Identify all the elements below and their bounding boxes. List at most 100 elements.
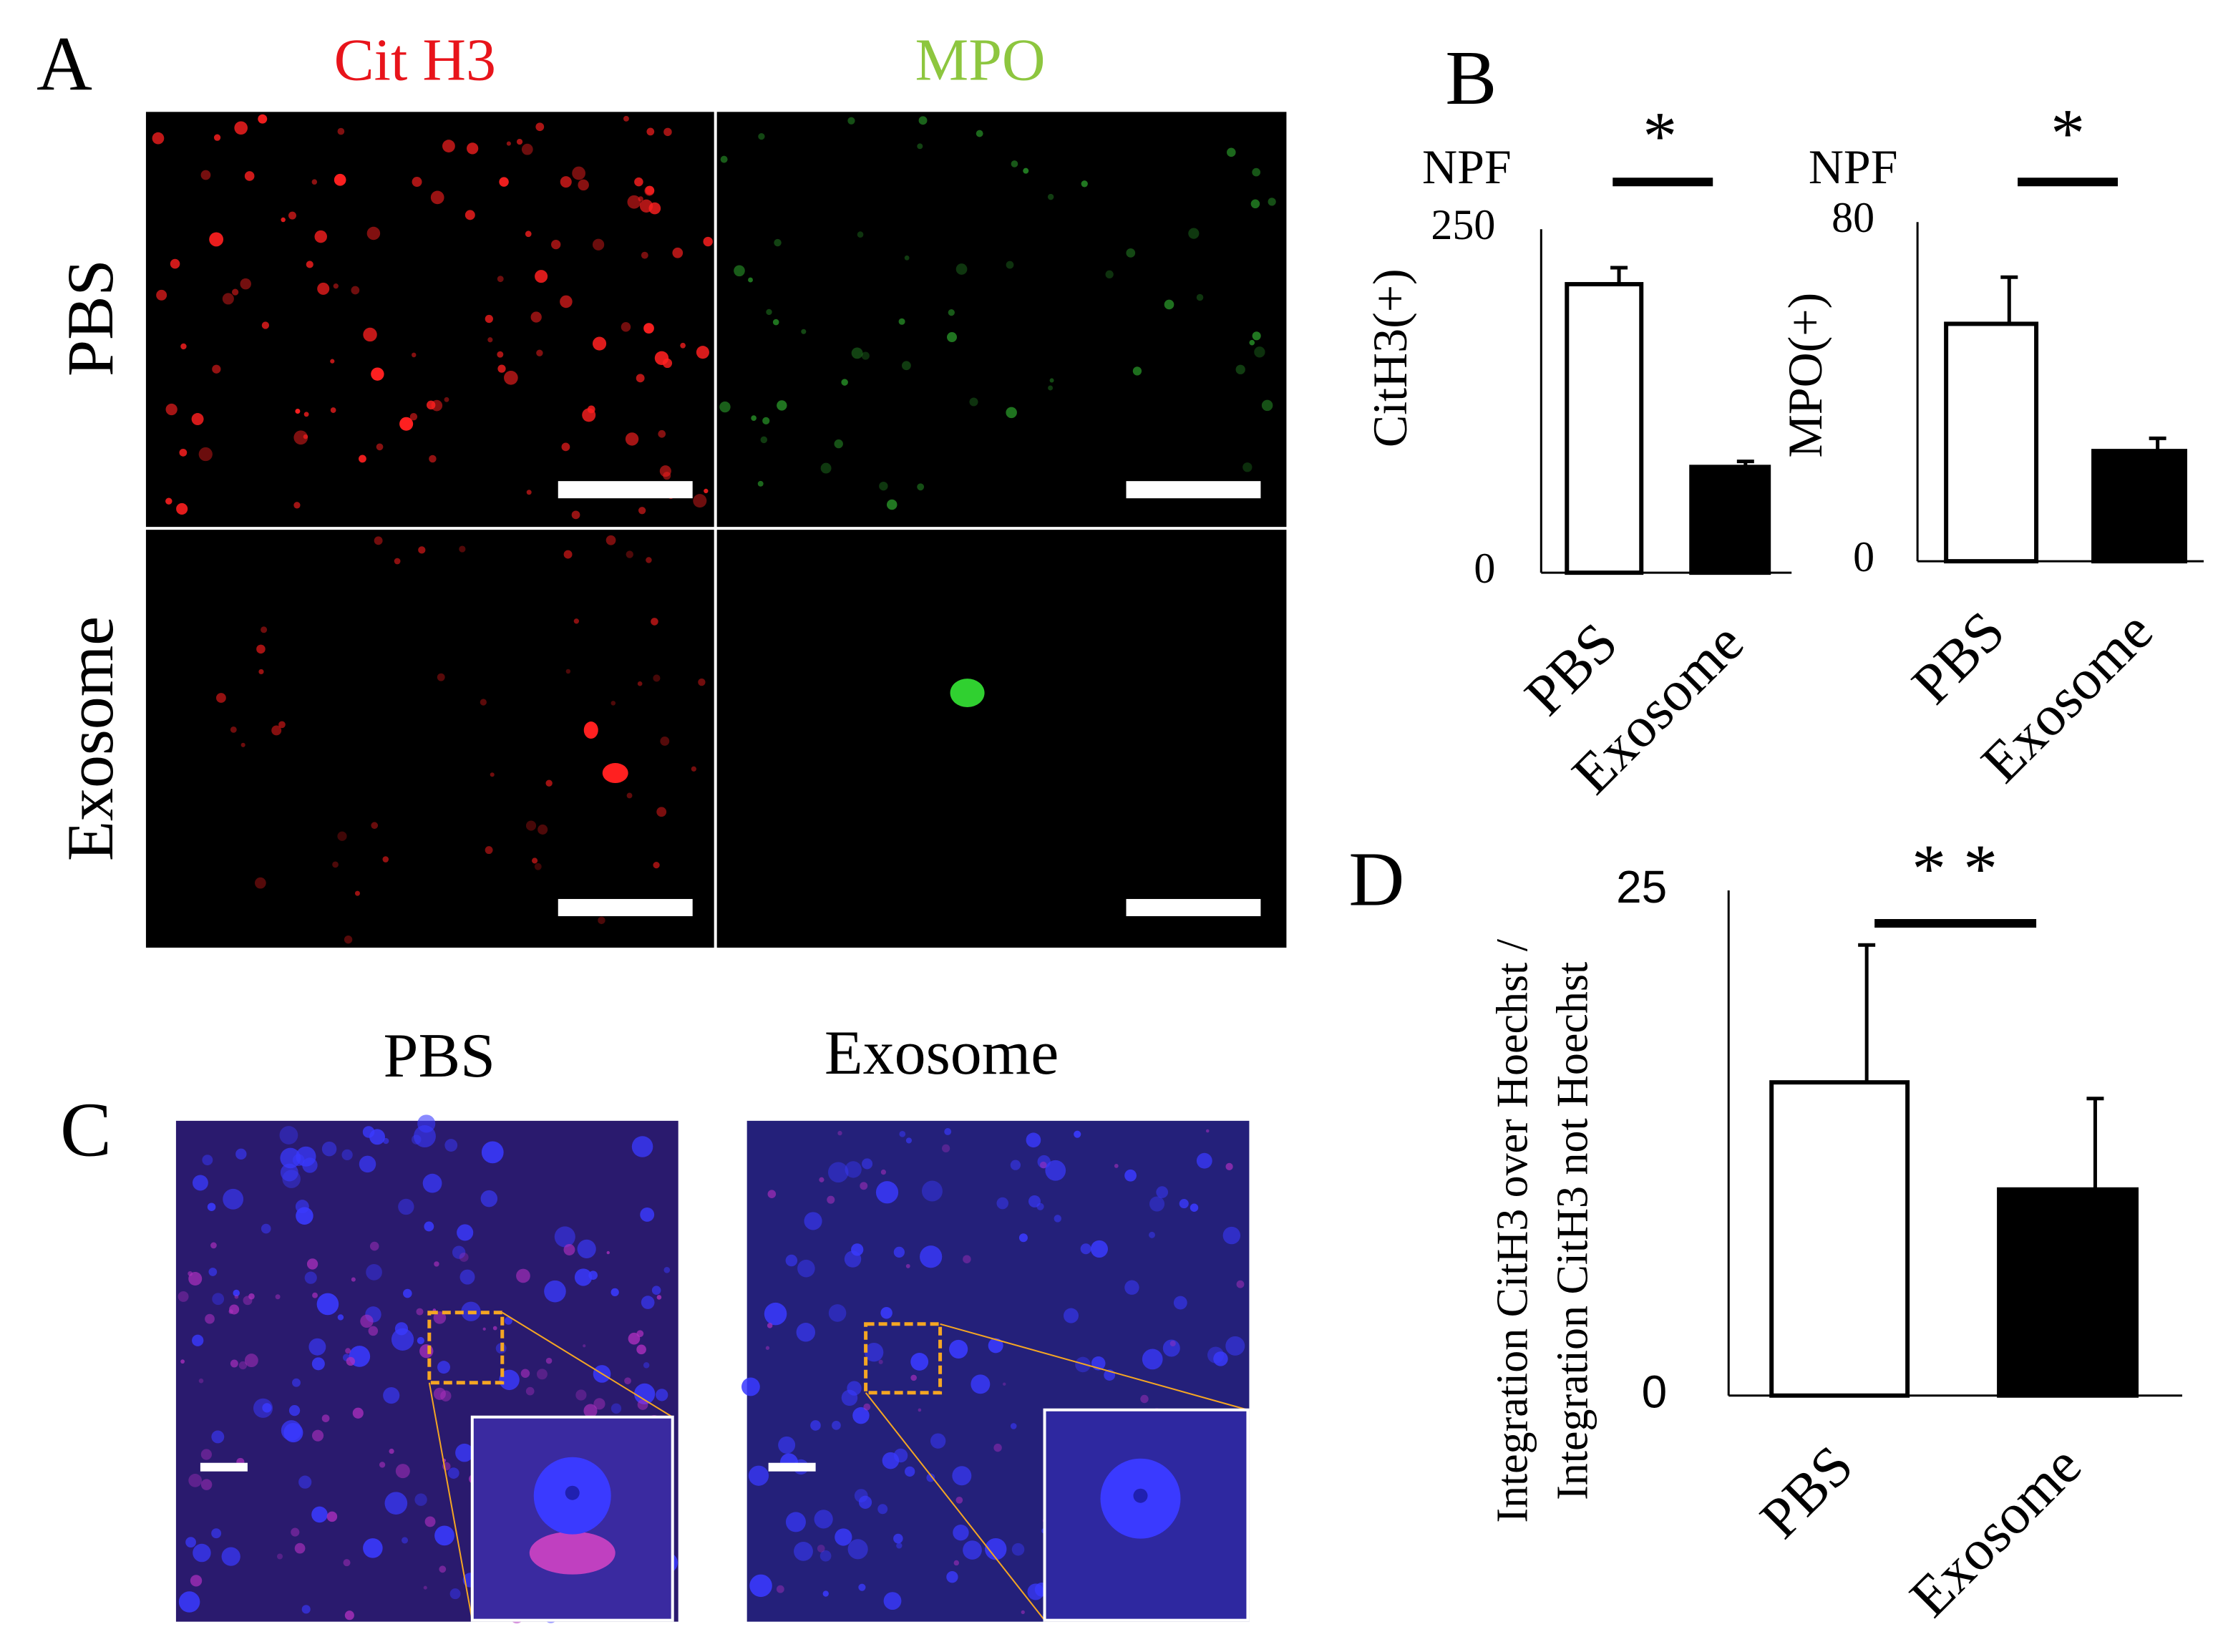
cell [1196,1152,1212,1169]
cell [565,669,571,674]
cell [583,1344,586,1348]
cell [656,807,667,817]
cells [152,114,1276,944]
cell [426,400,436,410]
cell [223,1188,244,1210]
cell [804,1212,822,1230]
cell [656,1389,668,1401]
cell [293,502,301,509]
cell [308,1338,326,1356]
cell [455,1443,474,1462]
cell [719,401,731,413]
cell [504,1316,512,1325]
unit-label: NPF [1422,140,1512,194]
cell [880,1169,887,1175]
cell [955,1496,963,1504]
cell [660,737,670,746]
cell [948,309,955,316]
cell [896,1542,903,1549]
cell [532,857,538,864]
cell [499,1369,520,1391]
cell [832,1421,841,1430]
cell [1114,1164,1119,1168]
cell [785,1512,806,1532]
zoom-box [864,1322,943,1395]
cell [306,1258,318,1270]
cell [535,122,545,132]
cell [1268,198,1276,206]
cell [326,1511,338,1522]
cell [152,132,165,145]
cell [398,1198,414,1215]
cell [506,141,511,146]
cell [424,1516,436,1527]
zoom-box [427,1311,505,1385]
cell [828,1304,847,1322]
cell [845,1161,862,1178]
cell [827,1195,835,1204]
cell [304,1271,317,1284]
cell [573,618,580,624]
cell [659,465,671,477]
cell [344,935,353,944]
column-title: MPO [915,27,1046,94]
cell [969,397,978,407]
cell [529,1531,616,1575]
cell [858,1583,866,1591]
significance: * [1643,97,1677,174]
cell [598,916,605,925]
cell [847,117,855,125]
cell [797,1259,815,1278]
cell [861,351,870,360]
cell [1126,248,1136,258]
cell [627,195,641,209]
cell [202,1155,213,1166]
cell [192,1334,204,1346]
cell [1045,1160,1066,1181]
cell [767,1323,773,1328]
cell [560,176,572,188]
column-title: PBS [384,1021,496,1091]
cell [188,1271,203,1286]
cell [944,1128,952,1135]
cell [819,1550,832,1562]
scale-bar [1126,481,1261,499]
cell [334,173,346,186]
cell [261,321,270,329]
cell [946,1571,958,1583]
cell [275,1294,281,1300]
cell [442,140,455,152]
cell [904,255,910,261]
cell [452,1245,466,1259]
cell [497,351,504,358]
cell [1081,180,1088,188]
cell [383,1387,400,1404]
cell [485,314,493,324]
x-tick-label: PBS [1748,1434,1865,1550]
cell [837,1130,842,1136]
cell [228,1309,233,1314]
y-tick-label: 0 [1853,533,1874,580]
cell [985,1537,1007,1560]
cell [526,490,532,495]
cell [834,439,843,449]
cell [572,166,586,180]
cell [190,1575,203,1587]
cell [651,618,658,626]
cell [538,824,548,835]
cell [433,1387,446,1400]
cell [433,1311,447,1324]
cell [311,1429,324,1442]
cell [535,270,548,283]
cell [351,1277,356,1282]
cell [351,286,360,295]
cell [200,1479,213,1490]
cell [1047,193,1054,200]
cell [758,133,765,140]
cell [1124,1280,1139,1295]
cell [200,170,211,180]
cell [296,1207,313,1225]
cell [1023,167,1029,174]
cell [487,337,493,343]
cell [200,1449,212,1460]
